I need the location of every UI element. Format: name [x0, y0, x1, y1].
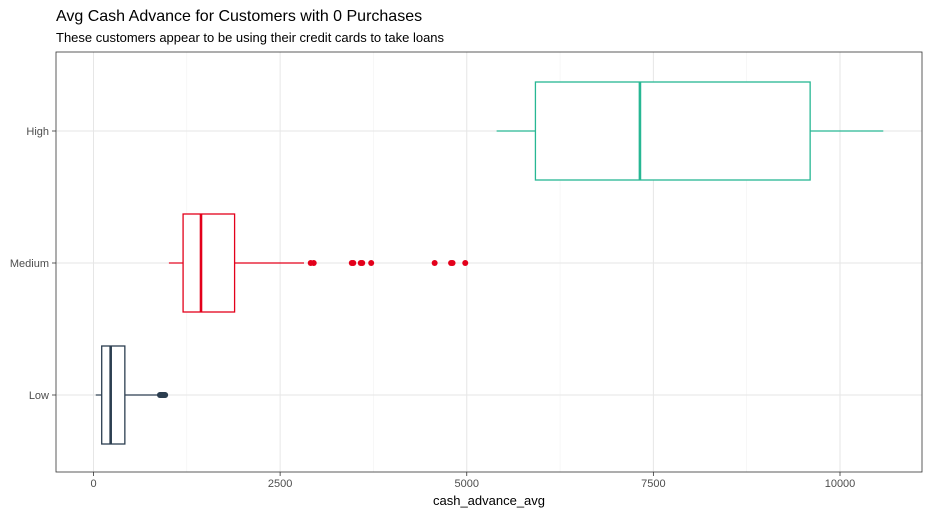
outlier-point-medium — [359, 260, 366, 266]
x-axis-title: cash_advance_avg — [433, 493, 545, 508]
y-tick-label: Medium — [10, 258, 49, 270]
box-high — [534, 81, 811, 181]
x-tick-label: 5000 — [455, 478, 479, 490]
x-tick-label: 0 — [90, 478, 96, 490]
x-axis-ticks: 0 2500 5000 7500 10000 — [90, 472, 855, 490]
plot-panel — [55, 51, 923, 473]
outlier-point-medium — [462, 260, 469, 266]
outlier-point-medium — [449, 260, 456, 266]
x-tick-label: 7500 — [641, 478, 665, 490]
outlier-point-low — [162, 392, 169, 398]
box-low — [101, 345, 126, 445]
outlier-point-medium — [431, 260, 438, 266]
outlier-point-medium — [350, 260, 357, 266]
chart-title: Avg Cash Advance for Customers with 0 Pu… — [56, 8, 422, 25]
y-tick-label: Low — [29, 390, 49, 402]
y-tick-label: High — [26, 126, 49, 138]
box-series — [95, 81, 884, 445]
outlier-point-medium — [368, 260, 375, 266]
outlier-point-medium — [310, 260, 317, 266]
x-tick-label: 10000 — [825, 478, 856, 490]
x-tick-label: 2500 — [268, 478, 292, 490]
box-medium — [182, 213, 236, 313]
y-axis-ticks: Low Medium High — [10, 126, 56, 402]
chart-subtitle: These customers appear to be using their… — [56, 30, 445, 45]
